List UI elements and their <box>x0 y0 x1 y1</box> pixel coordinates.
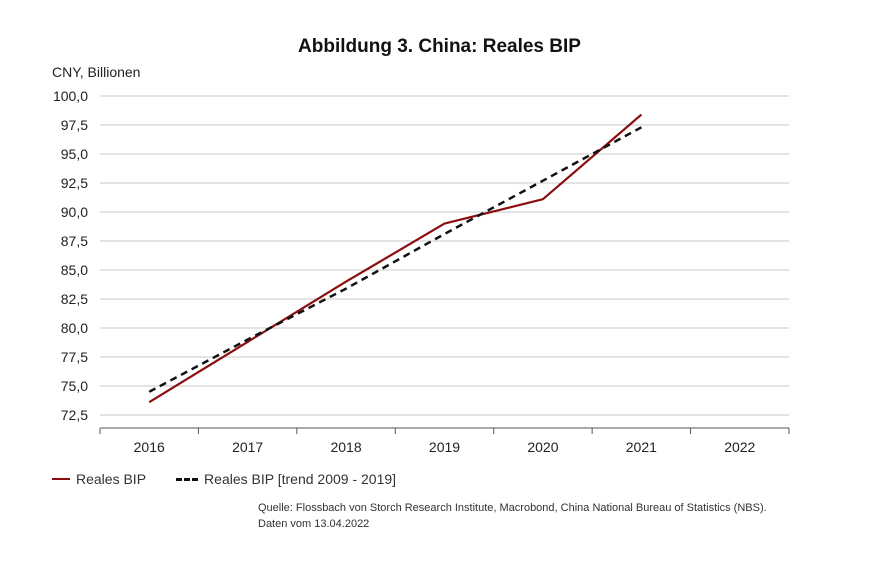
x-tick-label: 2022 <box>724 439 755 455</box>
x-tick-label: 2019 <box>429 439 460 455</box>
x-axis: 2016 2017 2018 2019 2020 2021 2022 <box>99 427 790 455</box>
legend-label-trend: Reales BIP [trend 2009 - 2019] <box>204 471 397 487</box>
y-tick-label: 80,0 <box>61 320 88 336</box>
y-tick-label: 95,0 <box>61 146 88 162</box>
source-date: Daten vom 13.04.2022 <box>258 518 370 530</box>
y-tick-labels: 72,5 75,0 77,5 80,0 82,5 85,0 87,5 90,0 92,5 95,0… <box>53 88 88 423</box>
y-tick-label: 77,5 <box>61 349 88 365</box>
legend-item-trend: Reales BIP [trend 2009 - 2019] <box>176 471 396 487</box>
legend-swatch-dashed <box>176 477 199 481</box>
y-axis-label: CNY, Billionen <box>52 64 141 80</box>
source-note: Quelle: Flossbach von Storch Research In… <box>258 500 767 532</box>
y-tick-label: 87,5 <box>61 233 88 249</box>
legend-label-reales-bip: Reales BIP <box>76 471 147 487</box>
y-tick-label: 82,5 <box>61 291 88 307</box>
legend: Reales BIP Reales BIP [trend 2009 - 2019… <box>52 471 426 487</box>
x-tick-label: 2018 <box>330 439 361 455</box>
y-tick-label: 85,0 <box>61 262 88 278</box>
y-tick-label: 100,0 <box>53 88 88 104</box>
x-tick-label: 2017 <box>232 439 263 455</box>
series-line-reales-bip <box>148 113 643 404</box>
chart-title: Abbildung 3. China: Reales BIP <box>298 36 581 57</box>
x-tick-label: 2021 <box>626 439 657 455</box>
x-tick-label: 2020 <box>527 439 558 455</box>
gridlines <box>100 95 789 416</box>
y-tick-label: 72,5 <box>61 407 88 423</box>
series-lines <box>148 113 643 404</box>
y-tick-label: 97,5 <box>61 117 88 133</box>
y-tick-label: 90,0 <box>61 204 88 220</box>
legend-item-reales-bip: Reales BIP <box>52 471 146 487</box>
source-line: Quelle: Flossbach von Storch Research In… <box>258 502 767 514</box>
y-tick-label: 92,5 <box>61 175 88 191</box>
legend-swatch-solid <box>52 478 70 480</box>
x-tick-label: 2016 <box>134 439 165 455</box>
series-line-trend <box>148 126 642 393</box>
y-tick-label: 75,0 <box>61 378 88 394</box>
